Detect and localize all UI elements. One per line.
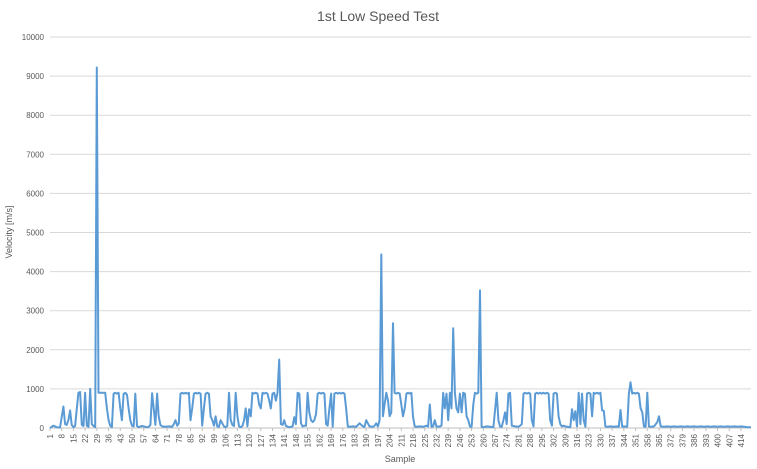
x-tick-label: 113 — [233, 433, 242, 446]
y-tick-label: 1000 — [26, 385, 44, 394]
x-tick-label: 127 — [257, 433, 266, 447]
x-tick-label: 379 — [678, 433, 687, 447]
y-tick-label: 5000 — [26, 229, 44, 238]
x-tick-label: 183 — [350, 433, 359, 447]
x-tick-label: 1 — [46, 433, 55, 438]
x-tick-label: 288 — [526, 433, 535, 447]
x-tick-label: 330 — [596, 433, 605, 447]
x-tick-label: 400 — [714, 433, 723, 447]
x-tick-label: 358 — [643, 433, 652, 447]
x-tick-label: 22 — [81, 433, 90, 442]
x-tick-label: 169 — [327, 433, 336, 447]
x-tick-label: 211 — [397, 433, 406, 446]
y-tick-label: 9000 — [26, 72, 44, 81]
x-tick-label: 190 — [362, 433, 371, 447]
x-tick-label: 85 — [187, 433, 196, 442]
x-tick-label: 64 — [151, 433, 160, 442]
x-tick-label: 120 — [245, 433, 254, 447]
x-tick-label: 162 — [315, 433, 324, 447]
grid-lines — [50, 36, 751, 390]
x-tick-label: 386 — [690, 433, 699, 447]
y-tick-label: 10000 — [22, 33, 45, 42]
x-tick-label: 155 — [304, 433, 313, 447]
x-tick-label: 29 — [93, 433, 102, 442]
y-tick-label: 8000 — [26, 111, 44, 120]
y-tick-label: 3000 — [26, 307, 44, 316]
x-tick-label: 106 — [222, 433, 231, 447]
x-tick-label: 309 — [561, 433, 570, 447]
x-tick-label: 316 — [573, 433, 582, 447]
x-tick-label: 197 — [374, 433, 383, 447]
x-tick-label: 267 — [491, 433, 500, 447]
x-tick-label: 43 — [116, 433, 125, 442]
x-tick-label: 246 — [456, 433, 465, 447]
x-tick-label: 253 — [468, 433, 477, 447]
x-tick-label: 36 — [105, 433, 114, 442]
x-tick-label: 71 — [163, 433, 172, 442]
y-tick-label: 4000 — [26, 268, 44, 277]
x-tick-label: 225 — [421, 433, 430, 447]
x-tick-label: 393 — [702, 433, 711, 447]
x-tick-label: 50 — [128, 433, 137, 442]
x-tick-label: 337 — [608, 433, 617, 447]
x-tick-label: 295 — [538, 433, 547, 447]
x-tick-label: 323 — [585, 433, 594, 447]
y-tick-label: 7000 — [26, 150, 44, 159]
y-axis-label: Velocity [m/s] — [4, 205, 14, 258]
x-tick-label: 204 — [386, 433, 395, 447]
x-axis-label: Sample — [385, 454, 416, 464]
x-tick-label: 15 — [69, 433, 78, 442]
x-tick-label: 365 — [655, 433, 664, 447]
y-tick-label: 0 — [40, 424, 45, 433]
x-tick-label: 281 — [514, 433, 523, 447]
x-tick-label: 414 — [737, 433, 746, 447]
x-tick-label: 344 — [620, 433, 629, 447]
y-tick-label: 6000 — [26, 189, 44, 198]
x-tick-label: 134 — [269, 433, 278, 447]
x-tick-label: 232 — [432, 433, 441, 447]
x-tick-label: 148 — [292, 433, 301, 447]
x-tick-label: 78 — [175, 433, 184, 442]
x-tick-label: 372 — [667, 433, 676, 447]
y-axis-ticks: 0 1000 2000 3000 4000 5000 6000 7000 8000 9000 100… — [22, 33, 45, 433]
x-tick-label: 92 — [198, 433, 207, 442]
x-tick-label: 302 — [550, 433, 559, 447]
x-tick-label: 141 — [280, 433, 289, 447]
y-tick-label: 2000 — [26, 346, 44, 355]
x-tick-label: 260 — [479, 433, 488, 447]
x-tick-label: 99 — [210, 433, 219, 442]
x-axis-ticks: 1 8 15 22 29 36 43 50 57 64 71 78 85 92 99 106 113 120 127… — [46, 428, 746, 447]
chart-title: 1st Low Speed Test — [317, 8, 439, 24]
x-tick-label: 218 — [409, 433, 418, 447]
x-tick-label: 274 — [503, 433, 512, 447]
x-tick-label: 57 — [140, 433, 149, 442]
x-tick-label: 351 — [632, 433, 641, 447]
x-tick-label: 407 — [725, 433, 734, 447]
series-line — [49, 66, 751, 429]
x-tick-label: 176 — [339, 433, 348, 447]
x-tick-label: 8 — [58, 433, 67, 438]
x-tick-label: 239 — [444, 433, 453, 447]
